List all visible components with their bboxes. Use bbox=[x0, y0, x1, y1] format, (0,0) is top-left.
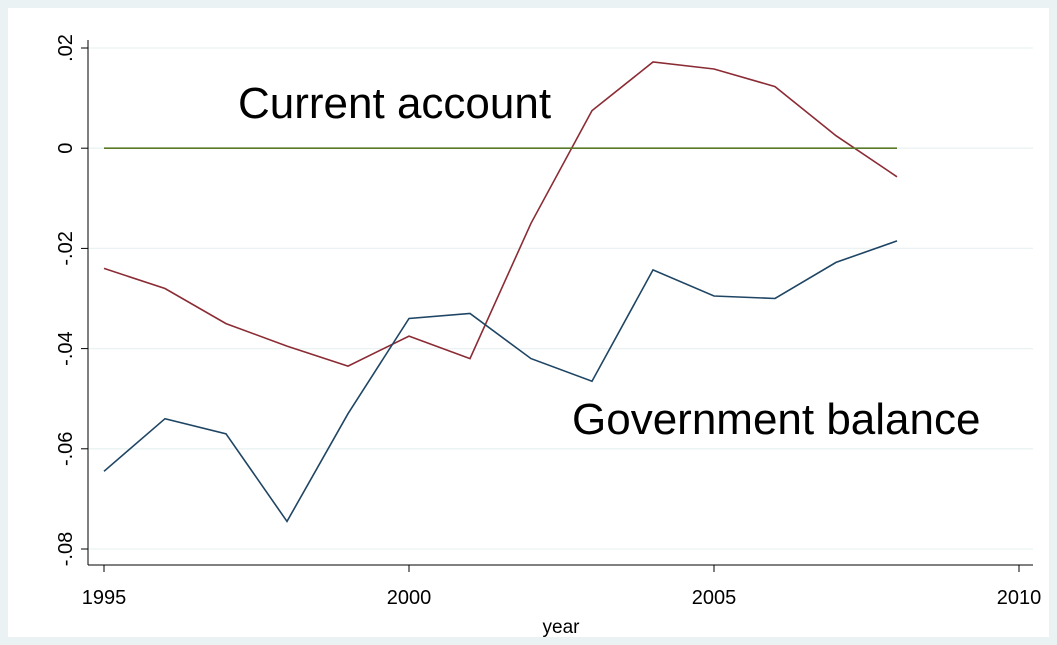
axes: -.08 -.06 -.04 -.02 0 .02 1995 2000 2005 2010 bbox=[55, 34, 1041, 609]
series-line-1 bbox=[103, 240, 898, 523]
annotation-label: Current account bbox=[238, 79, 551, 128]
x-tick-label: 1995 bbox=[82, 587, 127, 609]
x-tick-label: 2000 bbox=[387, 587, 432, 609]
annotation-label: Government balance bbox=[572, 395, 980, 444]
y-tick-label: -.02 bbox=[55, 231, 77, 265]
y-tick-label: .02 bbox=[55, 34, 77, 62]
y-tick-label: -.06 bbox=[55, 432, 77, 466]
y-tick-label: 0 bbox=[55, 143, 77, 154]
plot-region-frame bbox=[8, 8, 1049, 637]
series-lines bbox=[103, 61, 898, 523]
y-tick-label: -.08 bbox=[55, 532, 77, 566]
x-tick-label: 2005 bbox=[692, 587, 737, 609]
series-line-0 bbox=[103, 61, 898, 367]
y-tick-label: -.04 bbox=[55, 331, 77, 365]
x-tick-label: 2010 bbox=[997, 587, 1042, 609]
x-axis-title: year bbox=[543, 617, 581, 638]
annotations: Current account Government balance bbox=[238, 79, 980, 444]
